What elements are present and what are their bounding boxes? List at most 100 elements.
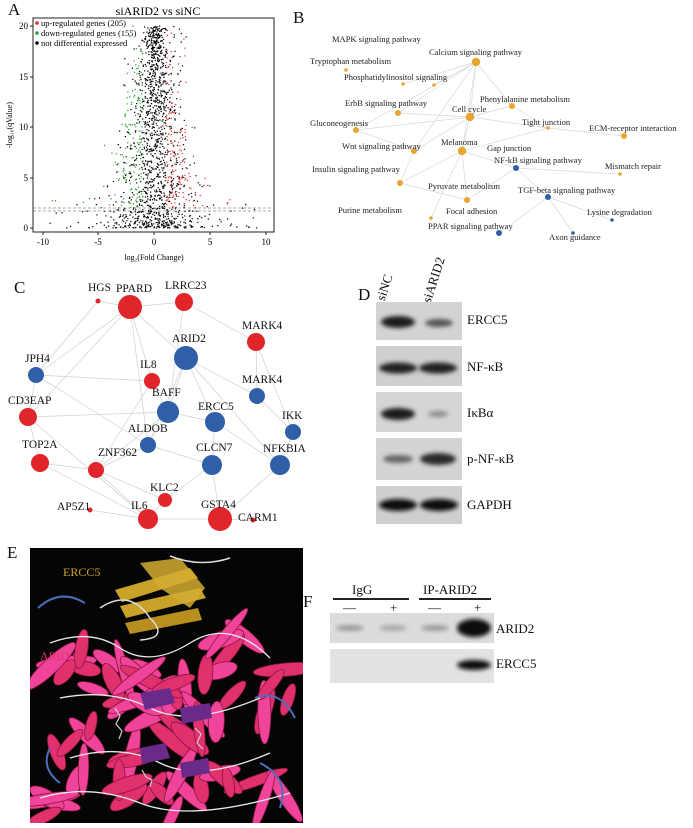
volcano-point: [172, 150, 174, 152]
volcano-title: siARID2 vs siNC: [116, 4, 201, 18]
volcano-point: [153, 179, 155, 182]
volcano-point: [149, 150, 151, 153]
volcano-point: [204, 177, 206, 180]
volcano-point: [166, 52, 168, 54]
volcano-point: [149, 105, 152, 107]
volcano-point: [166, 203, 168, 206]
volcano-point: [179, 224, 182, 227]
volcano-point: [137, 216, 139, 218]
lane-sign: +: [390, 600, 398, 615]
volcano-point: [146, 129, 148, 131]
volcano-point: [159, 171, 161, 174]
volcano-point: [159, 146, 161, 148]
volcano-point: [135, 159, 137, 161]
volcano-point: [149, 66, 152, 68]
volcano-point: [171, 179, 174, 182]
volcano-point: [145, 221, 147, 223]
y-tick: 15: [19, 72, 29, 82]
volcano-point: [162, 187, 165, 189]
volcano-point: [136, 83, 138, 85]
volcano-point: [184, 47, 186, 49]
volcano-point: [137, 217, 140, 220]
pathway-edges: [355, 61, 625, 234]
volcano-point: [149, 148, 151, 151]
volcano-point: [155, 139, 157, 141]
volcano-point: [147, 113, 150, 115]
volcano-point: [189, 176, 191, 178]
volcano-point: [156, 157, 158, 159]
volcano-point: [191, 210, 194, 212]
volcano-point: [145, 146, 148, 148]
x-tick: 5: [208, 237, 213, 247]
volcano-point: [172, 187, 174, 190]
volcano-point: [142, 209, 144, 211]
volcano-point: [147, 70, 149, 72]
y-tick: 20: [19, 21, 29, 31]
ppi-nodes: [19, 293, 301, 531]
volcano-point: [164, 174, 166, 177]
volcano-point: [150, 112, 152, 114]
volcano-point: [150, 42, 153, 44]
volcano-point: [158, 213, 160, 216]
volcano-point: [162, 119, 164, 121]
gene-node: [88, 462, 104, 478]
volcano-point: [130, 220, 132, 223]
volcano-point: [123, 191, 125, 194]
volcano-point: [171, 164, 173, 167]
volcano-point: [198, 215, 201, 217]
volcano-point: [137, 119, 139, 121]
volcano-point: [165, 110, 167, 112]
volcano-point: [180, 128, 183, 130]
pathway-label: Mismatch repair: [605, 161, 661, 171]
blot-band: [421, 625, 449, 631]
volcano-point: [172, 91, 174, 93]
volcano-point: [120, 154, 122, 156]
volcano-point: [166, 225, 168, 227]
volcano-point: [98, 197, 101, 199]
volcano-point: [183, 185, 185, 188]
volcano-point: [142, 108, 144, 110]
volcano-point: [153, 178, 156, 180]
volcano-point: [161, 61, 163, 64]
volcano-point: [132, 208, 135, 210]
volcano-point: [122, 215, 124, 217]
volcano-point: [123, 225, 126, 228]
volcano-point: [140, 130, 142, 132]
volcano-point: [160, 151, 162, 153]
volcano-point: [147, 76, 149, 78]
volcano-point: [108, 195, 110, 197]
volcano-point: [130, 211, 132, 213]
volcano-point: [157, 89, 159, 91]
volcano-point: [146, 162, 149, 164]
volcano-point: [163, 97, 165, 100]
volcano-point: [185, 177, 187, 180]
volcano-point: [129, 36, 131, 38]
volcano-point: [140, 71, 142, 74]
volcano-point: [162, 58, 164, 60]
volcano-point: [150, 135, 152, 137]
volcano-point: [134, 94, 136, 97]
blot-band: [379, 499, 417, 511]
volcano-point: [135, 220, 137, 223]
volcano-point: [166, 57, 168, 59]
volcano-point: [132, 216, 134, 218]
volcano-point: [130, 144, 132, 146]
volcano-point: [144, 92, 147, 94]
gene-label: MARK4: [242, 320, 283, 332]
volcano-point: [148, 151, 150, 153]
volcano-point: [88, 197, 91, 200]
volcano-point: [174, 227, 176, 229]
pathway-label: Focal adhesion: [446, 206, 498, 216]
volcano-point: [188, 187, 191, 189]
pathway-label: PPAR signaling pathway: [428, 221, 513, 231]
volcano-point: [147, 27, 149, 29]
volcano-point: [129, 165, 131, 167]
volcano-point: [136, 201, 138, 203]
panel-b-letter: B: [293, 8, 305, 27]
volcano-point: [161, 94, 163, 97]
blot-band: [425, 319, 453, 327]
volcano-point: [196, 200, 199, 202]
volcano-point: [151, 132, 153, 134]
volcano-point: [151, 54, 153, 57]
volcano-point: [171, 169, 174, 171]
